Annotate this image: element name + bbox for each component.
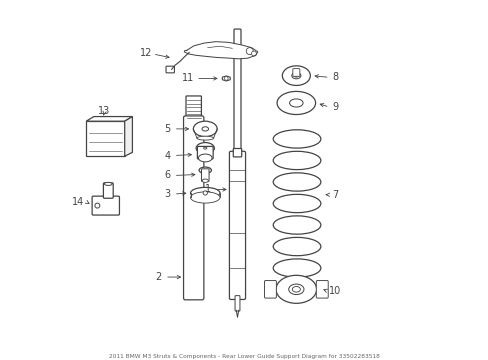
- Ellipse shape: [202, 179, 208, 183]
- Ellipse shape: [294, 74, 298, 77]
- Ellipse shape: [190, 188, 220, 199]
- Ellipse shape: [199, 167, 211, 174]
- Ellipse shape: [292, 287, 300, 292]
- Ellipse shape: [275, 275, 316, 303]
- Ellipse shape: [197, 136, 213, 140]
- FancyBboxPatch shape: [316, 280, 327, 298]
- Text: 2: 2: [155, 272, 162, 282]
- Ellipse shape: [288, 284, 304, 294]
- Ellipse shape: [291, 72, 300, 79]
- Ellipse shape: [282, 66, 310, 85]
- FancyBboxPatch shape: [166, 66, 174, 73]
- FancyBboxPatch shape: [197, 147, 213, 159]
- Polygon shape: [86, 117, 132, 121]
- Text: 10: 10: [329, 286, 341, 296]
- Circle shape: [246, 48, 253, 55]
- Ellipse shape: [203, 147, 206, 149]
- Text: 11: 11: [182, 73, 194, 84]
- Polygon shape: [184, 42, 257, 59]
- FancyBboxPatch shape: [234, 29, 241, 159]
- Text: 5: 5: [164, 124, 170, 134]
- FancyBboxPatch shape: [103, 183, 113, 198]
- FancyBboxPatch shape: [201, 169, 209, 181]
- Text: 7: 7: [332, 190, 338, 200]
- Polygon shape: [222, 76, 230, 81]
- Text: 6: 6: [164, 171, 170, 180]
- Circle shape: [224, 77, 227, 80]
- Circle shape: [203, 191, 207, 195]
- FancyBboxPatch shape: [229, 151, 245, 300]
- Ellipse shape: [277, 91, 315, 114]
- FancyBboxPatch shape: [183, 116, 203, 300]
- Ellipse shape: [202, 127, 208, 131]
- Text: 2011 BMW M3 Struts & Components - Rear Lower Guide Support Diagram for 335022835: 2011 BMW M3 Struts & Components - Rear L…: [109, 354, 379, 359]
- FancyBboxPatch shape: [264, 280, 276, 298]
- Text: 9: 9: [332, 102, 338, 112]
- Text: 12: 12: [140, 48, 152, 58]
- Ellipse shape: [198, 154, 212, 162]
- Text: 14: 14: [72, 197, 84, 207]
- FancyBboxPatch shape: [92, 196, 119, 215]
- FancyBboxPatch shape: [233, 149, 241, 157]
- Ellipse shape: [196, 143, 214, 154]
- Polygon shape: [124, 117, 132, 156]
- Ellipse shape: [193, 121, 217, 136]
- Circle shape: [95, 203, 100, 208]
- FancyBboxPatch shape: [235, 296, 240, 311]
- Text: 8: 8: [332, 72, 338, 82]
- Ellipse shape: [104, 183, 112, 185]
- Text: 3: 3: [164, 189, 170, 199]
- FancyBboxPatch shape: [86, 121, 124, 156]
- Text: 13: 13: [98, 106, 110, 116]
- Text: 1: 1: [204, 184, 210, 194]
- Ellipse shape: [190, 192, 220, 203]
- Text: 4: 4: [164, 150, 170, 161]
- Circle shape: [251, 51, 256, 56]
- FancyBboxPatch shape: [292, 69, 299, 76]
- Ellipse shape: [289, 99, 303, 107]
